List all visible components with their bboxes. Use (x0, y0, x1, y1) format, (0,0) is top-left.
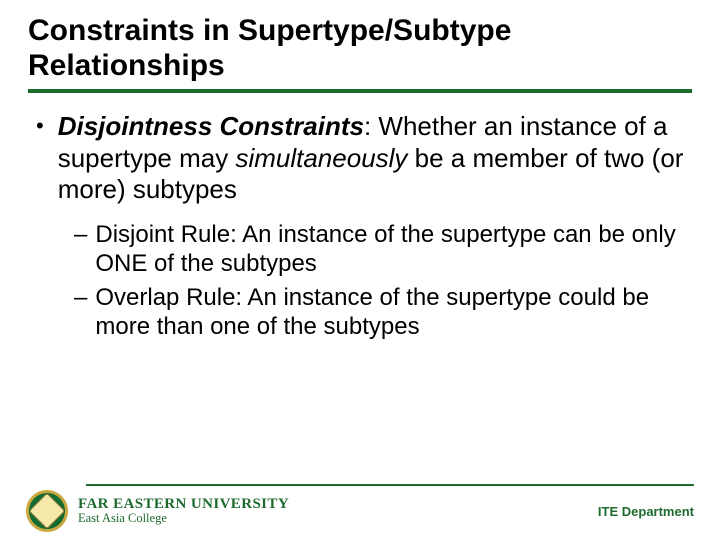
sub-bullet: – Overlap Rule: An instance of the super… (74, 283, 684, 342)
seal-inner-icon (29, 493, 66, 530)
sub-bullet: – Disjoint Rule: An instance of the supe… (74, 220, 684, 279)
slide-footer: FAR EASTERN UNIVERSITY East Asia College… (0, 484, 720, 540)
university-text: FAR EASTERN UNIVERSITY East Asia College (78, 497, 289, 525)
sub-bullet-text: Disjoint Rule: An instance of the supert… (95, 220, 684, 279)
footer-content: FAR EASTERN UNIVERSITY East Asia College… (26, 488, 694, 534)
bullet-main-text: Disjointness Constraints: Whether an ins… (58, 111, 684, 206)
bullet-main: • Disjointness Constraints: Whether an i… (36, 111, 684, 206)
term-simultaneously: simultaneously (235, 143, 407, 173)
department-label: ITE Department (598, 504, 694, 519)
university-seal-icon (26, 490, 68, 532)
university-block: FAR EASTERN UNIVERSITY East Asia College (26, 490, 289, 532)
university-name: FAR EASTERN UNIVERSITY (78, 497, 289, 512)
dash-icon: – (74, 283, 87, 342)
slide-content: • Disjointness Constraints: Whether an i… (28, 93, 692, 345)
slide-title: Constraints in Supertype/Subtype Relatio… (28, 14, 692, 93)
dash-icon: – (74, 220, 87, 279)
sub-bullet-text: Overlap Rule: An instance of the superty… (95, 283, 684, 342)
university-college: East Asia College (78, 512, 289, 525)
footer-divider (86, 484, 694, 486)
bullet-dot-icon: • (36, 111, 44, 206)
term-disjointness: Disjointness Constraints (58, 111, 364, 141)
sub-bullet-list: – Disjoint Rule: An instance of the supe… (36, 216, 684, 341)
slide: Constraints in Supertype/Subtype Relatio… (0, 0, 720, 540)
